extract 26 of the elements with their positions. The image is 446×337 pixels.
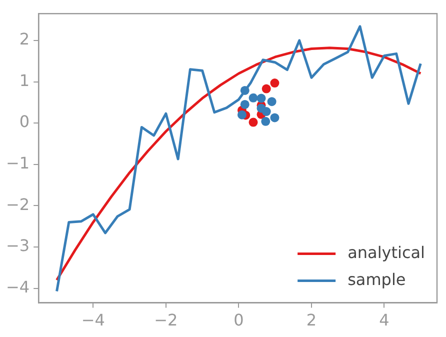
point bbox=[240, 86, 250, 95]
y-tick-label: −3 bbox=[6, 236, 30, 256]
point bbox=[261, 116, 270, 126]
y-tick-label: 0 bbox=[19, 112, 30, 132]
point bbox=[240, 100, 250, 109]
y-tick-label: −1 bbox=[6, 154, 30, 173]
point bbox=[256, 94, 266, 103]
x-tick-label: 0 bbox=[234, 310, 244, 330]
y-tick-label: 2 bbox=[19, 30, 30, 49]
y-tick-label: 1 bbox=[19, 70, 30, 90]
point bbox=[267, 97, 276, 106]
x-tick-label: 2 bbox=[306, 310, 317, 330]
x-tick-label: 4 bbox=[379, 310, 390, 330]
point bbox=[248, 118, 258, 127]
legend-label: analytical bbox=[348, 242, 426, 262]
y-tick-label: −4 bbox=[6, 277, 30, 296]
point bbox=[262, 84, 271, 94]
point bbox=[270, 78, 280, 88]
legend-label: sample bbox=[348, 270, 406, 289]
x-tick-label: −4 bbox=[81, 310, 105, 330]
point bbox=[237, 110, 246, 120]
point bbox=[270, 113, 280, 122]
x-tick-label: −2 bbox=[154, 310, 178, 330]
point bbox=[262, 107, 271, 116]
point bbox=[248, 93, 258, 102]
y-tick-label: −2 bbox=[6, 194, 30, 214]
